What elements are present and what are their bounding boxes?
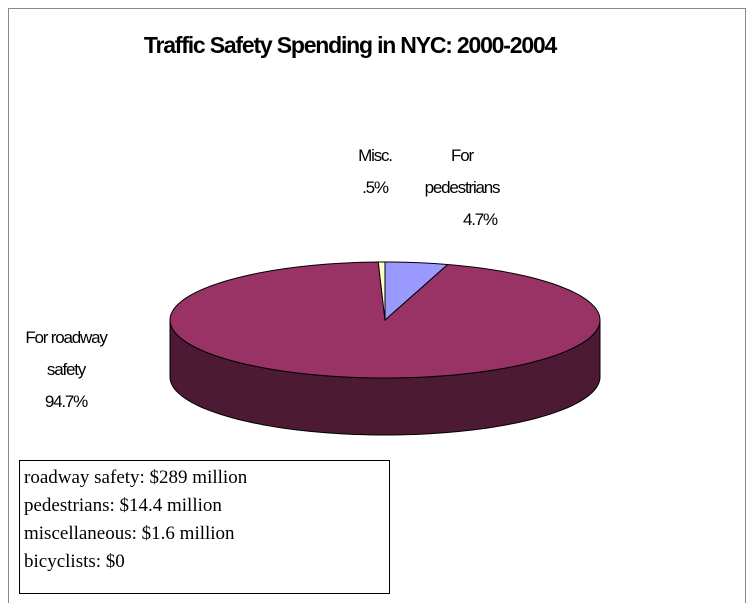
slice-value-label: .5% bbox=[362, 178, 389, 197]
slice-label: For roadway safety bbox=[25, 328, 107, 379]
chart-title: Traffic Safety Spending in NYC: 2000-200… bbox=[143, 32, 557, 58]
slice-value-label: 4.7% bbox=[463, 210, 498, 229]
slice-label: Misc. bbox=[358, 146, 393, 165]
note-line: pedestrians: $14.4 million bbox=[24, 495, 222, 516]
slice-label: For pedestrians bbox=[424, 146, 501, 197]
notes-box: roadway safety: $289 million pedestrians:… bbox=[19, 460, 390, 594]
pie-slice bbox=[384, 261, 449, 322]
slice-value-label: 94.7% bbox=[44, 392, 88, 411]
note-line: bicyclists: $0 bbox=[24, 551, 125, 572]
note-line: roadway safety: $289 million bbox=[24, 467, 248, 488]
chart-frame bbox=[8, 8, 746, 603]
note-line: miscellaneous: $1.6 million bbox=[24, 523, 235, 544]
